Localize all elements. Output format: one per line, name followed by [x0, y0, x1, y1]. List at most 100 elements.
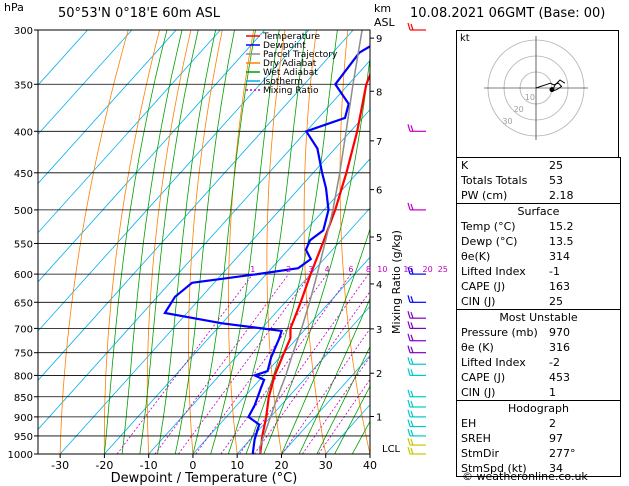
- pressure-tick-label: 300: [14, 26, 33, 37]
- hodograph-ring-label: 30: [502, 117, 512, 126]
- wind-barb: [407, 266, 426, 275]
- surface-li-label: Lifted Index: [461, 265, 526, 278]
- wet-adiabat-line: [174, 30, 235, 454]
- altitude-tick-label: 8: [376, 87, 382, 98]
- wind-barb-feather: [407, 333, 411, 341]
- wind-barb: [407, 333, 426, 342]
- altitude-tick-label: 9: [376, 34, 382, 45]
- wind-barb-feather: [407, 124, 411, 132]
- hpa-unit-label: hPa: [4, 1, 24, 14]
- mixing-ratio-label: 6: [348, 265, 353, 274]
- altitude-tick-label: 7: [376, 137, 382, 148]
- totals-totals-value: 53: [549, 174, 563, 187]
- pressure-tick-label: 950: [14, 432, 33, 443]
- stmdir-value: 277°: [549, 447, 576, 460]
- wind-barb-feather: [410, 296, 414, 303]
- altitude-tick-label: 2: [376, 369, 382, 380]
- isotherm-line: [38, 30, 177, 185]
- mixing-ratio-label: 25: [438, 265, 448, 274]
- wind-barb-feather: [407, 437, 411, 446]
- hodograph-trace: [535, 79, 566, 93]
- mixing-ratio-line: [220, 273, 352, 454]
- wind-barb-feather: [407, 419, 411, 427]
- surface-dewp-value: 13.5: [549, 235, 574, 248]
- storm-motion-marker: [549, 87, 555, 93]
- wind-barb-feather: [410, 125, 414, 132]
- temperature-tick-label: -30: [51, 459, 69, 472]
- wind-barb: [407, 124, 426, 132]
- wind-barb: [407, 22, 426, 31]
- wind-barb-feather: [410, 420, 414, 427]
- parcel-trajectory-profile: [258, 30, 363, 454]
- wind-barb-feather: [410, 311, 414, 319]
- stmdir-label: StmDir: [461, 447, 500, 460]
- mu-theta-value: 316: [549, 341, 570, 354]
- wind-barb: [407, 428, 426, 437]
- mu-pressure-label: Pressure (mb): [461, 326, 538, 339]
- temperature-tick-label: 20: [274, 459, 288, 472]
- wind-barb-feather: [407, 22, 411, 31]
- legend-entry: Temperature: [262, 32, 320, 42]
- wind-barb: [407, 345, 426, 354]
- wind-barb: [407, 321, 426, 329]
- altitude-tick-label: 4: [376, 280, 382, 291]
- pw-value: 2.18: [549, 189, 574, 202]
- mu-li-label: Lifted Index: [461, 356, 526, 369]
- wind-barb-feather: [407, 409, 411, 418]
- pressure-tick-label: 350: [14, 80, 33, 91]
- wind-barb: [407, 202, 426, 211]
- indices-table: K 25 Totals Totals 53 PW (cm) 2.18 Surface …: [456, 157, 621, 477]
- mixing-ratio-line: [302, 356, 370, 454]
- pressure-tick-label: 700: [14, 324, 33, 335]
- wind-barb-feather: [407, 345, 411, 353]
- hodograph-header: Hodograph: [457, 400, 620, 416]
- hodograph-ring-label: 20: [514, 105, 524, 114]
- isotherm-line: [236, 305, 370, 454]
- wind-barb-feather: [410, 334, 414, 341]
- totals-totals-label: Totals Totals: [461, 174, 528, 187]
- surface-theta-value: 314: [549, 250, 570, 263]
- mu-cin-label: CIN (J): [461, 386, 496, 399]
- wet-adiabat-line: [104, 30, 168, 454]
- wind-barb-feather: [407, 399, 411, 408]
- surface-cin-label: CIN (J): [461, 295, 496, 308]
- wind-barb-feather: [407, 389, 411, 397]
- legend-entry: Wet Adiabat: [263, 68, 318, 78]
- temperature-tick-label: 30: [319, 459, 333, 472]
- mixing-ratio-label: 4: [325, 265, 330, 274]
- wind-barb-feather: [407, 321, 411, 329]
- stmspd-label: StmSpd (kt): [461, 462, 527, 475]
- mixing-ratio-line: [195, 273, 328, 454]
- wind-barb-feather: [410, 358, 414, 365]
- wind-barb: [407, 295, 426, 303]
- pressure-tick-label: 1000: [8, 450, 33, 461]
- credit-text: © weatheronline.co.uk: [462, 470, 588, 483]
- asl-label: ASL: [374, 16, 395, 29]
- wind-barb-feather: [407, 311, 411, 319]
- wind-barb-feather: [407, 428, 411, 437]
- altitude-tick-label: 3: [376, 325, 382, 336]
- wet-adiabat-line: [316, 345, 370, 454]
- lcl-label: LCL: [382, 444, 401, 455]
- mixing-ratio-axis-title: Mixing Ratio (g/kg): [390, 230, 403, 334]
- wind-barb-feather: [410, 400, 414, 408]
- wind-barb-feather: [407, 368, 411, 376]
- pressure-tick-label: 600: [14, 270, 33, 281]
- hodograph-unit-label: kt: [460, 33, 470, 44]
- pressure-tick-label: 800: [14, 371, 33, 382]
- pressure-tick-label: 650: [14, 298, 33, 309]
- x-axis-title: Dewpoint / Temperature (°C): [111, 471, 298, 486]
- dry-adiabat-line: [103, 30, 160, 454]
- legend-entry: Dry Adiabat: [263, 59, 317, 69]
- altitude-tick-label: 6: [376, 186, 382, 197]
- temperature-tick-label: 10: [230, 459, 244, 472]
- km-unit-label: km: [374, 2, 392, 15]
- mixing-ratio-label: 1: [250, 265, 255, 274]
- wind-barb-feather: [410, 369, 414, 376]
- pressure-tick-label: 750: [14, 349, 33, 360]
- mixing-ratio-line: [281, 328, 370, 454]
- surface-cape-label: CAPE (J): [461, 280, 506, 293]
- sreh-label: SREH: [461, 432, 491, 445]
